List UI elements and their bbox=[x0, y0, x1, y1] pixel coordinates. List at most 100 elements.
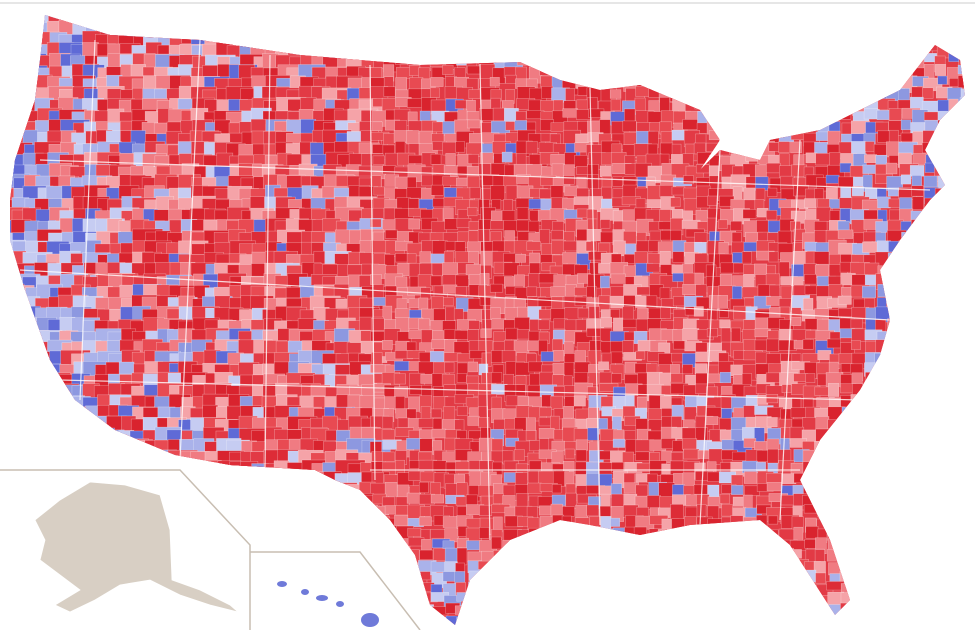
county bbox=[958, 276, 965, 286]
county bbox=[901, 318, 916, 334]
county bbox=[228, 15, 255, 35]
county bbox=[492, 550, 513, 566]
county bbox=[862, 45, 881, 59]
county bbox=[502, 626, 517, 630]
county bbox=[757, 21, 777, 32]
county bbox=[371, 592, 385, 609]
county bbox=[527, 15, 542, 26]
county bbox=[10, 74, 31, 95]
county bbox=[562, 53, 582, 64]
county bbox=[898, 515, 912, 525]
county bbox=[693, 583, 707, 597]
county bbox=[949, 361, 965, 371]
county bbox=[526, 241, 541, 251]
county bbox=[600, 219, 611, 229]
county bbox=[541, 394, 552, 408]
county bbox=[490, 572, 502, 583]
county bbox=[827, 625, 838, 630]
county bbox=[925, 265, 937, 278]
county bbox=[706, 593, 725, 605]
county bbox=[658, 55, 675, 73]
county bbox=[827, 100, 840, 117]
county bbox=[827, 451, 844, 468]
county bbox=[430, 529, 447, 539]
county bbox=[635, 549, 649, 559]
county bbox=[793, 75, 809, 85]
county bbox=[202, 605, 220, 625]
county bbox=[215, 572, 231, 589]
county bbox=[934, 560, 952, 573]
county bbox=[573, 395, 586, 407]
county bbox=[612, 570, 623, 586]
county bbox=[937, 581, 949, 598]
county bbox=[864, 527, 877, 542]
county bbox=[814, 460, 828, 471]
county bbox=[876, 364, 888, 382]
county bbox=[937, 110, 954, 122]
county bbox=[517, 22, 528, 38]
county bbox=[396, 34, 411, 46]
county bbox=[924, 505, 944, 515]
county bbox=[780, 175, 795, 190]
county bbox=[551, 440, 565, 452]
county bbox=[804, 198, 817, 209]
county bbox=[309, 515, 336, 529]
county bbox=[456, 406, 468, 416]
county bbox=[647, 318, 662, 331]
county bbox=[526, 0, 537, 10]
county bbox=[660, 395, 672, 411]
county bbox=[371, 0, 387, 11]
county bbox=[730, 220, 743, 232]
county bbox=[708, 130, 720, 141]
county bbox=[563, 594, 579, 606]
county bbox=[311, 539, 333, 558]
county bbox=[612, 438, 626, 448]
county bbox=[721, 439, 735, 450]
county bbox=[611, 75, 624, 88]
county bbox=[971, 409, 975, 425]
county bbox=[178, 548, 208, 568]
county bbox=[658, 353, 673, 367]
county bbox=[143, 605, 160, 625]
county bbox=[658, 605, 669, 615]
county bbox=[828, 430, 841, 443]
county bbox=[407, 594, 427, 610]
county bbox=[419, 549, 434, 560]
county bbox=[886, 362, 901, 380]
county bbox=[960, 361, 965, 372]
county bbox=[395, 15, 415, 29]
county bbox=[840, 602, 853, 620]
county bbox=[875, 550, 892, 560]
county bbox=[720, 15, 735, 28]
county bbox=[169, 461, 191, 486]
county bbox=[646, 263, 660, 273]
county bbox=[840, 88, 859, 105]
county bbox=[526, 571, 546, 582]
county bbox=[960, 155, 965, 167]
county bbox=[287, 517, 311, 535]
county bbox=[72, 451, 99, 467]
county bbox=[935, 218, 948, 236]
county bbox=[863, 539, 881, 550]
county bbox=[885, 383, 900, 394]
county bbox=[10, 561, 30, 585]
county bbox=[467, 30, 487, 45]
county bbox=[538, 427, 555, 439]
county bbox=[405, 614, 419, 625]
county bbox=[935, 64, 947, 76]
county bbox=[743, 142, 756, 157]
county bbox=[899, 254, 912, 269]
county bbox=[407, 111, 418, 122]
county bbox=[910, 318, 924, 328]
county bbox=[793, 120, 806, 131]
county bbox=[286, 605, 317, 621]
county bbox=[850, 551, 865, 566]
county bbox=[922, 605, 935, 615]
county bbox=[754, 76, 768, 88]
county bbox=[899, 474, 918, 492]
county bbox=[133, 15, 151, 25]
county bbox=[526, 561, 541, 574]
county bbox=[754, 551, 774, 566]
county bbox=[599, 327, 612, 342]
county bbox=[721, 504, 733, 517]
